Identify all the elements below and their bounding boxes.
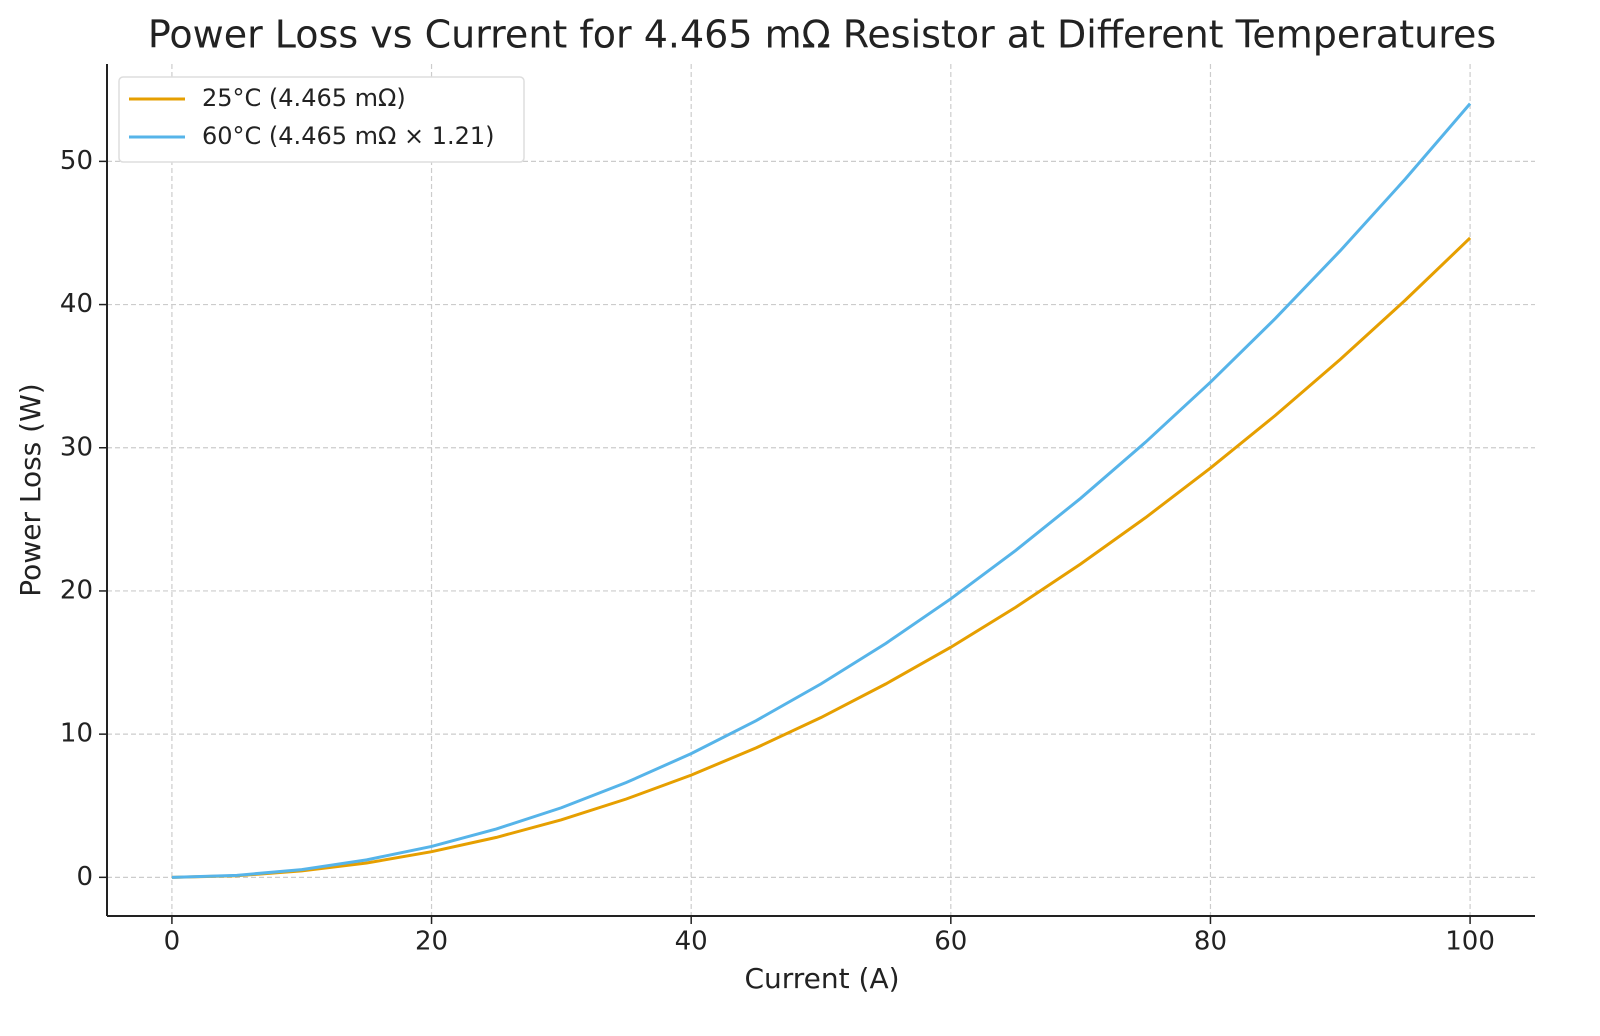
x-axis-label: Current (A): [744, 962, 899, 995]
legend-label: 60°C (4.465 mΩ × 1.21): [202, 122, 495, 150]
x-tick-label: 40: [675, 927, 708, 957]
legend-label: 25°C (4.465 mΩ): [202, 84, 406, 112]
chart-title: Power Loss vs Current for 4.465 mΩ Resis…: [148, 13, 1496, 57]
x-tick-label: 60: [934, 927, 967, 957]
y-tick-label: 40: [60, 289, 93, 319]
series-line: [171, 236, 1472, 879]
x-tick-label: 20: [415, 927, 448, 957]
y-axis-label: Power Loss (W): [14, 383, 47, 596]
y-tick-label: 20: [60, 575, 93, 605]
y-tick-label: 0: [76, 862, 93, 892]
legend: 25°C (4.465 mΩ) 60°C (4.465 mΩ × 1.21): [118, 76, 525, 163]
x-tick-label: 100: [1445, 927, 1495, 957]
legend-box: [118, 76, 525, 163]
x-tick-label: 80: [1194, 927, 1227, 957]
y-tick-label: 30: [60, 432, 93, 462]
x-tick-label: 0: [164, 927, 181, 957]
y-tick-label: 50: [60, 146, 93, 176]
y-tick-label: 10: [60, 719, 93, 749]
series-line: [171, 102, 1472, 879]
